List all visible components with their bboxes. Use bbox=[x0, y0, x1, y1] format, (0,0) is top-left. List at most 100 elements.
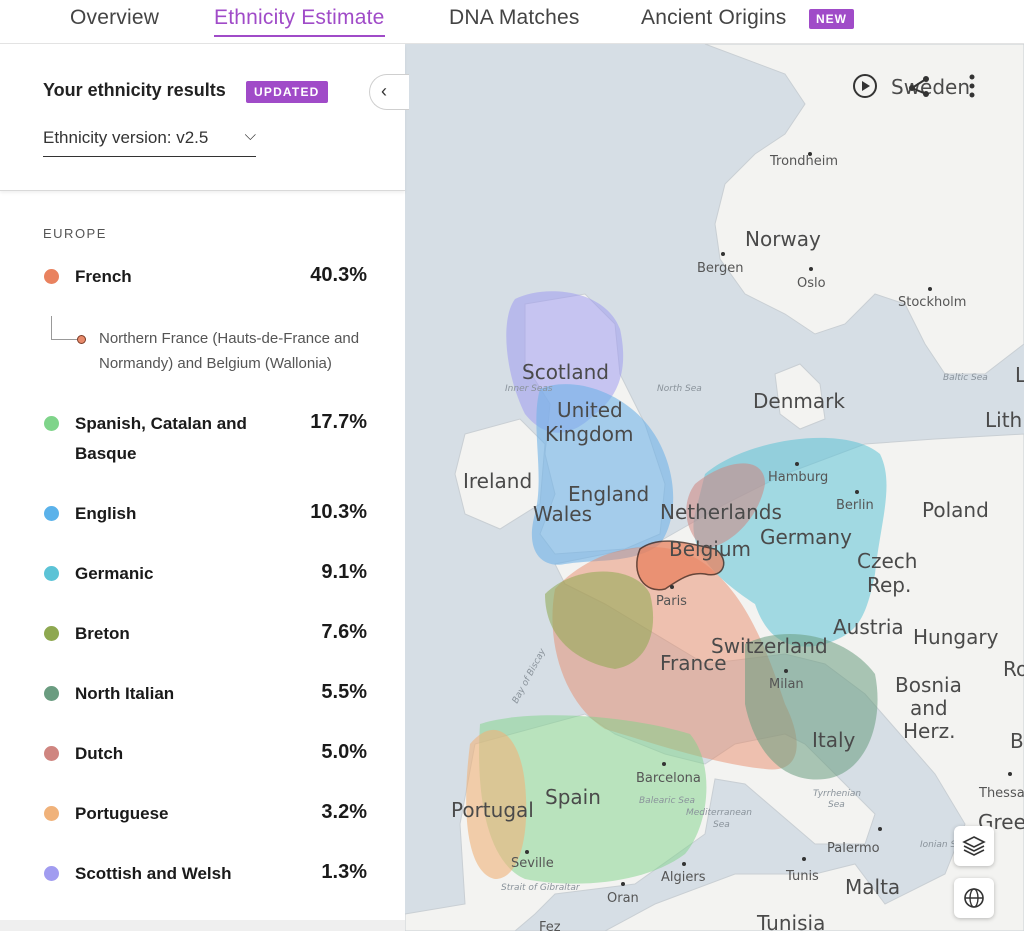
ethnicity-name: North Italian bbox=[75, 684, 175, 703]
label-france: France bbox=[660, 651, 727, 675]
ethnicity-percent: 17.7% bbox=[310, 411, 367, 433]
city-stockholm: Stockholm bbox=[898, 295, 966, 310]
city-seville: Seville bbox=[511, 856, 554, 871]
label-edge-ro: Ro bbox=[1003, 657, 1024, 681]
ethnicity-name: French bbox=[75, 267, 132, 286]
sea-mediterranean: Mediterranean bbox=[686, 808, 752, 818]
updated-badge: UPDATED bbox=[246, 81, 328, 103]
color-dot bbox=[44, 686, 59, 701]
label-kingdom: Kingdom bbox=[545, 422, 633, 446]
layers-icon bbox=[962, 836, 986, 856]
city-paris: Paris bbox=[656, 594, 687, 609]
region-portuguese[interactable] bbox=[466, 729, 527, 879]
sea-inner-seas: Inner Seas bbox=[505, 384, 553, 394]
city-palermo: Palermo bbox=[827, 841, 880, 856]
color-dot bbox=[44, 866, 59, 881]
collapse-panel-button[interactable]: ‹ bbox=[369, 74, 409, 110]
label-poland: Poland bbox=[922, 498, 989, 522]
ethnicity-panel: Your ethnicity results UPDATED ‹ Ethnici… bbox=[0, 44, 409, 931]
city-trondheim: Trondheim bbox=[769, 154, 838, 169]
globe-button[interactable] bbox=[954, 878, 994, 918]
sea-baltic: Baltic Sea bbox=[943, 373, 988, 383]
results-title: Your ethnicity results bbox=[43, 80, 226, 100]
label-bosnia: Bosnia bbox=[895, 673, 962, 697]
sea-balearic: Balearic Sea bbox=[639, 796, 695, 806]
city-dots bbox=[525, 152, 1012, 886]
label-edge-l: L bbox=[1015, 363, 1024, 387]
city-fez: Fez bbox=[539, 920, 561, 931]
city-oslo: Oslo bbox=[797, 276, 826, 291]
label-england: England bbox=[568, 482, 649, 506]
ethnicity-percent: 9.1% bbox=[321, 561, 367, 583]
color-dot bbox=[44, 626, 59, 641]
region-english[interactable] bbox=[531, 384, 674, 565]
label-czech: Czech bbox=[857, 549, 917, 573]
ethnicity-map[interactable]: Sweden Norway Denmark Scotland United Ki… bbox=[405, 44, 1024, 931]
layers-button[interactable] bbox=[954, 826, 994, 866]
region-breton[interactable] bbox=[545, 571, 654, 670]
ethnicity-name: Spanish, Catalan and Basque bbox=[75, 414, 247, 463]
label-austria: Austria bbox=[833, 615, 904, 639]
color-dot bbox=[44, 746, 59, 761]
tab-ancient-origins[interactable]: Ancient Origins bbox=[641, 6, 787, 29]
ethnicity-percent: 5.5% bbox=[321, 681, 367, 703]
city-berlin: Berlin bbox=[836, 498, 874, 513]
city-milan: Milan bbox=[769, 677, 804, 692]
city-thessaloniki: Thessal bbox=[978, 786, 1024, 801]
tab-overview[interactable]: Overview bbox=[70, 6, 160, 29]
city-labels: Trondheim Bergen Oslo Stockholm Hamburg … bbox=[511, 154, 1024, 931]
ethnicity-percent: 7.6% bbox=[321, 621, 367, 643]
ethnicity-regions bbox=[466, 291, 887, 884]
label-rep: Rep. bbox=[867, 573, 911, 597]
label-edge-b: B bbox=[1010, 729, 1024, 753]
city-bergen: Bergen bbox=[697, 261, 744, 276]
map-canvas: Sweden Norway Denmark Scotland United Ki… bbox=[405, 44, 1024, 931]
ethnicity-percent: 3.2% bbox=[321, 801, 367, 823]
sea-tyrrhenian-2: Sea bbox=[828, 800, 845, 810]
label-scotland: Scotland bbox=[522, 360, 609, 384]
ethnicity-name: English bbox=[75, 504, 137, 523]
color-dot bbox=[44, 566, 59, 581]
chevron-left-icon: ‹ bbox=[381, 81, 387, 101]
sea-ionian: Ionian Se bbox=[920, 840, 962, 850]
label-switzerland: Switzerland bbox=[711, 634, 828, 658]
region-northern-france-belgium[interactable] bbox=[636, 540, 725, 591]
region-dutch[interactable] bbox=[686, 463, 765, 549]
region-spanish-catalan-basque[interactable] bbox=[479, 715, 707, 884]
ethnicity-name: Portuguese bbox=[75, 804, 169, 823]
color-dot bbox=[44, 506, 59, 521]
label-portugal: Portugal bbox=[451, 798, 534, 822]
tab-dna-matches[interactable]: DNA Matches bbox=[449, 6, 580, 29]
top-tab-bar: Overview Ethnicity Estimate DNA Matches … bbox=[0, 0, 1024, 44]
label-italy: Italy bbox=[812, 728, 856, 752]
label-spain: Spain bbox=[545, 785, 601, 809]
ethnicity-name: Dutch bbox=[75, 744, 124, 763]
ethnicity-name: Germanic bbox=[75, 564, 154, 583]
connector-line bbox=[51, 316, 77, 340]
ethnicity-version-select[interactable]: Ethnicity version: v2.5 ⌵ bbox=[43, 127, 256, 157]
globe-icon bbox=[964, 888, 984, 908]
region-north-italian[interactable] bbox=[745, 634, 878, 780]
label-hungary: Hungary bbox=[913, 625, 999, 649]
label-malta: Malta bbox=[845, 875, 900, 899]
tab-ethnicity-estimate[interactable]: Ethnicity Estimate bbox=[214, 6, 385, 37]
sea-tyrrhenian: Tyrrhenian bbox=[813, 789, 861, 799]
sea-north-sea: North Sea bbox=[657, 384, 702, 394]
label-belgium: Belgium bbox=[669, 537, 751, 561]
sea-mediterranean-2: Sea bbox=[713, 820, 730, 830]
sea-bay-of-biscay: Bay of Biscay bbox=[511, 647, 549, 706]
ethnicity-name: Breton bbox=[75, 624, 130, 643]
city-oran: Oran bbox=[607, 891, 639, 906]
color-dot bbox=[44, 416, 59, 431]
city-hamburg: Hamburg bbox=[768, 470, 828, 485]
city-barcelona: Barcelona bbox=[636, 771, 701, 786]
label-tunisia: Tunisia bbox=[756, 911, 825, 931]
ethnicity-percent: 1.3% bbox=[321, 861, 367, 883]
region-heading: EUROPE bbox=[43, 226, 107, 241]
subregion-dot bbox=[77, 335, 86, 344]
label-sweden: Sweden bbox=[891, 75, 970, 99]
color-dot bbox=[44, 269, 59, 284]
subregion-text: Northern France (Hauts-de-France and Nor… bbox=[99, 330, 360, 372]
new-badge: NEW bbox=[809, 9, 854, 29]
panel-header: Your ethnicity results UPDATED ‹ Ethnici… bbox=[0, 44, 409, 191]
